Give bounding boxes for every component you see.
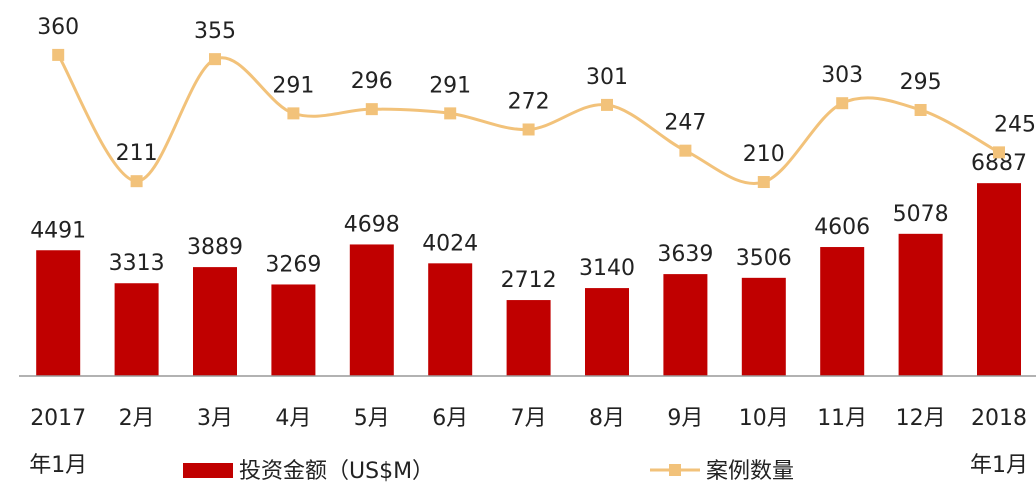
bar [585,288,629,376]
x-tick-label: 9月 [667,406,703,431]
line-marker [522,123,535,136]
data-label: 3313 [109,251,165,276]
x-tick-label: 8月 [589,406,625,431]
line-marker [444,107,457,120]
data-label: 4491 [30,218,86,243]
line-marker [914,103,927,116]
line-marker [130,175,143,188]
data-label: 4024 [422,231,478,256]
data-label: 5078 [893,202,949,227]
line-marker [757,176,770,189]
legend-swatch [669,464,681,476]
bar [349,244,394,376]
data-label: 303 [821,63,863,88]
x-tick-label: 7月 [511,406,547,431]
data-label: 3140 [579,256,635,281]
data-label: 355 [194,19,236,44]
data-label: 295 [900,70,942,95]
data-label: 301 [586,65,628,90]
x-tick-label: 5月 [354,406,390,431]
data-label: 211 [116,141,158,166]
bar [36,250,81,376]
bar [428,263,473,376]
bar [820,247,865,376]
data-label: 245 [994,112,1036,137]
data-label: 291 [272,73,314,98]
bar [977,183,1021,376]
data-label: 4698 [344,212,400,237]
legend-label: 案例数量 [706,459,794,484]
bar [114,283,159,376]
data-label: 360 [37,15,79,40]
data-label: 3639 [657,242,713,267]
data-label: 4606 [814,215,870,240]
x-tick-label: 11月 [817,406,867,431]
x-tick-label: 10月 [739,406,789,431]
x-tick-label: 6月 [432,406,468,431]
x-tick-label: 2017 年1月 [29,406,87,478]
data-label: 291 [429,73,471,98]
data-label: 3506 [736,246,792,271]
x-tick-label: 3月 [197,406,233,431]
bar [741,277,786,376]
data-label: 272 [508,89,550,114]
data-label: 3889 [187,235,243,260]
line-marker [601,98,613,111]
legend-swatch [183,463,233,478]
data-label: 2712 [501,268,557,293]
line-marker [679,144,692,157]
line-marker [365,103,378,116]
legend-label: 投资金额（US$M） [239,459,434,484]
data-label: 296 [351,69,393,94]
data-label: 247 [664,111,706,136]
line-marker [836,97,849,110]
x-tick-label: 2月 [119,406,155,431]
line-marker [287,107,300,120]
line-marker [209,53,221,66]
bar [193,267,237,376]
bar [663,274,708,376]
bar [506,300,551,376]
x-tick-label: 12月 [896,406,946,431]
x-tick-label: 2018 年1月 [970,406,1028,478]
data-label: 3269 [265,252,321,277]
line-marker [993,146,1005,159]
x-tick-label: 4月 [275,406,311,431]
line-marker [52,48,65,61]
bar [898,233,943,376]
bar [271,284,316,376]
data-label: 210 [743,142,785,167]
